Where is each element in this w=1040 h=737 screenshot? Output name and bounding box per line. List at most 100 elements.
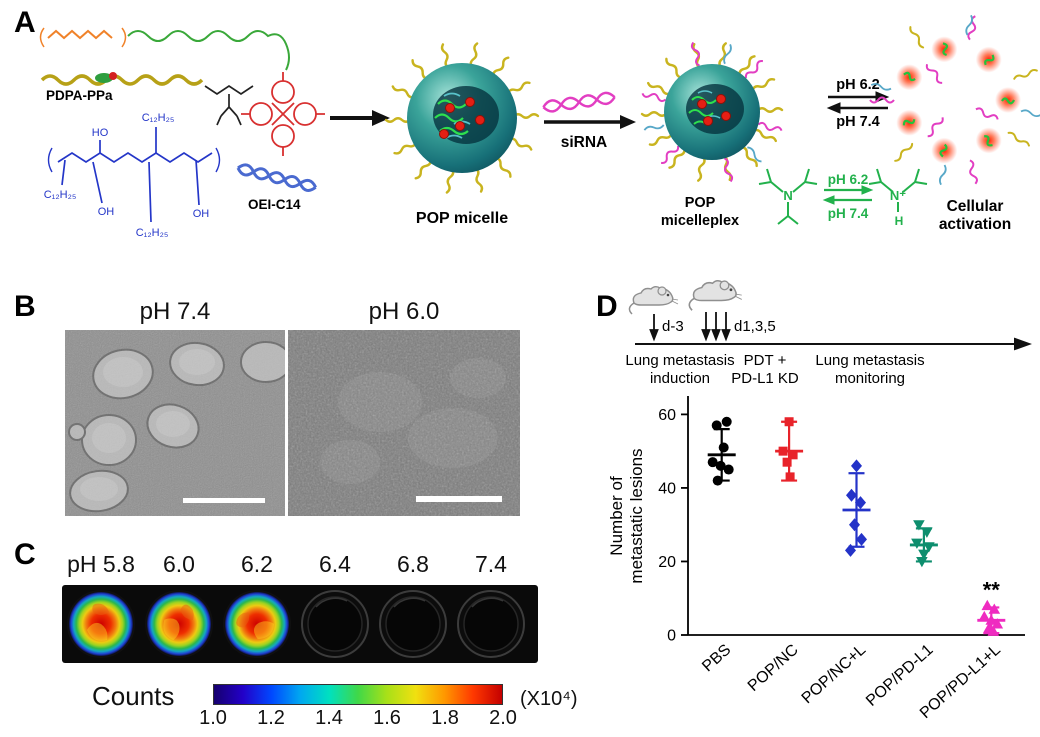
dose-arrows xyxy=(649,312,731,342)
data-point xyxy=(978,610,991,622)
data-point xyxy=(712,475,723,486)
tem-title-ph60: pH 6.0 xyxy=(368,298,440,325)
dark-well-4 xyxy=(301,590,369,658)
phase-induction: Lung metastasis induction xyxy=(612,352,748,387)
phase-monitoring: Lung metastasis monitoring xyxy=(800,352,940,387)
significance-annotation: ** xyxy=(983,578,1001,603)
well-ph-label-3: 6.2 xyxy=(241,551,273,577)
well-ph-label-1: pH 5.8 xyxy=(67,551,135,577)
ppa-green-core xyxy=(95,73,113,83)
chemical-structures: PDPA-PPa HO C₁₂H₂₅ C₁₂H₂₅ OH C₁₂H₂₅ OH xyxy=(39,27,325,239)
x-category-label: POP/NC xyxy=(745,641,802,695)
data-point xyxy=(985,614,998,625)
tem-image-ph60 xyxy=(288,330,520,516)
series-POP/PD-L1: POP/PD-L1 xyxy=(863,520,938,710)
data-point xyxy=(849,518,860,532)
colorbar-tick-6: 2.0 xyxy=(489,707,517,729)
y-tick-label: 0 xyxy=(667,628,676,645)
pop-micelleplex-label-line1: POP xyxy=(685,195,716,211)
day-135-label: d1,3,5 xyxy=(734,318,776,335)
day-minus3-label: d-3 xyxy=(662,318,684,335)
data-point xyxy=(788,450,798,460)
nitrogen-label: N xyxy=(783,188,792,203)
data-point xyxy=(723,464,734,475)
phase-treatment: PDT + PD-L1 KD xyxy=(725,352,805,387)
colorbar-tick-4: 1.6 xyxy=(373,707,401,729)
well-ph-label-6: 7.4 xyxy=(475,551,507,577)
counts-label: Counts xyxy=(92,681,175,711)
sirna-label: siRNA xyxy=(561,134,608,151)
ho-label: HO xyxy=(92,127,109,139)
data-point xyxy=(721,416,732,427)
phase-induction-line1: Lung metastasis xyxy=(625,352,735,369)
y-tick-label: 40 xyxy=(658,480,676,497)
pop-micelleplex xyxy=(640,40,784,184)
well-ph-label-2: 6.0 xyxy=(163,551,195,577)
mouse-icon xyxy=(688,279,743,312)
dark-well-5 xyxy=(379,590,447,658)
data-point xyxy=(913,520,925,531)
phase-monitoring-line2: monitoring xyxy=(834,369,906,387)
cellular-activation-label-line1: Cellular xyxy=(947,198,1004,215)
panel-c-label: C xyxy=(14,538,36,571)
ppa-red-core xyxy=(109,72,117,80)
data-point xyxy=(785,472,795,482)
series-POP/NC: POP/NC xyxy=(745,417,804,695)
tem-title-ph74: pH 7.4 xyxy=(139,298,211,325)
oei-structure xyxy=(47,127,221,223)
green-ph-up-label: pH 6.2 xyxy=(828,172,869,187)
data-point xyxy=(923,542,935,553)
pop-micelle-label: POP micelle xyxy=(416,210,508,227)
series-PBS: PBS xyxy=(699,416,736,675)
data-point xyxy=(988,603,1001,614)
peg-orange-structure xyxy=(39,27,127,48)
dpa-fragment xyxy=(204,84,254,126)
phase-treatment-line2: PD-L1 KD xyxy=(731,369,799,387)
data-point xyxy=(707,457,718,468)
porphyrin-structure xyxy=(241,72,325,156)
colorbar-tick-3: 1.4 xyxy=(315,707,343,729)
c12h25-top-label: C₁₂H₂₅ xyxy=(142,112,175,124)
hot-well-1 xyxy=(67,590,135,658)
pdpa-ppa-label: PDPA-PPa xyxy=(46,88,113,103)
y-tick-label: 20 xyxy=(658,554,676,571)
data-point xyxy=(778,446,788,456)
green-amine-right: N⁺ H xyxy=(868,168,928,228)
x-category-label: PBS xyxy=(699,641,734,675)
colorbar-tick-2: 1.2 xyxy=(257,707,285,729)
panel-a-label: A xyxy=(14,6,36,39)
oh-left-label: OH xyxy=(98,206,115,218)
oei-c14-label: OEI-C14 xyxy=(248,197,301,212)
panel-d-label: D xyxy=(596,290,618,323)
oh-bottom-label: OH xyxy=(193,208,210,220)
oei-helix xyxy=(236,163,317,192)
x-category-label: POP/NC+L xyxy=(799,641,870,707)
assembly-arrow xyxy=(330,110,390,126)
ph-up-label: pH 6.2 xyxy=(836,77,880,93)
data-point xyxy=(784,417,794,427)
ph-equilibrium-arrows xyxy=(826,91,890,114)
sirna-helix xyxy=(542,91,616,113)
data-point xyxy=(856,532,867,546)
data-point xyxy=(782,457,792,467)
data-point xyxy=(715,460,726,471)
data-point xyxy=(911,538,923,549)
phase-induction-line2: induction xyxy=(649,369,711,387)
y-axis-label-line1: Number of xyxy=(607,476,626,556)
data-point xyxy=(711,420,722,431)
data-point xyxy=(991,618,1004,629)
scale-bar xyxy=(183,498,265,503)
x-category-label: POP/PD-L1 xyxy=(863,641,937,710)
colorbar-unit: (X10⁴) xyxy=(520,688,578,710)
y-tick-label: 60 xyxy=(658,407,676,424)
colorbar-tick-1: 1.0 xyxy=(199,707,227,729)
well-ph-label-4: 6.4 xyxy=(319,551,351,577)
timeline-arrow xyxy=(635,337,1032,351)
pdpa-ppa-strand xyxy=(40,74,204,86)
fluorescence-well-strip xyxy=(62,585,538,663)
complexation-arrow xyxy=(544,115,636,129)
nitrogen-plus-label: N⁺ xyxy=(890,188,906,203)
y-axis-label-line2: metastatic lesions xyxy=(627,448,646,583)
ph-down-label: pH 7.4 xyxy=(836,114,880,130)
data-point xyxy=(918,549,930,560)
